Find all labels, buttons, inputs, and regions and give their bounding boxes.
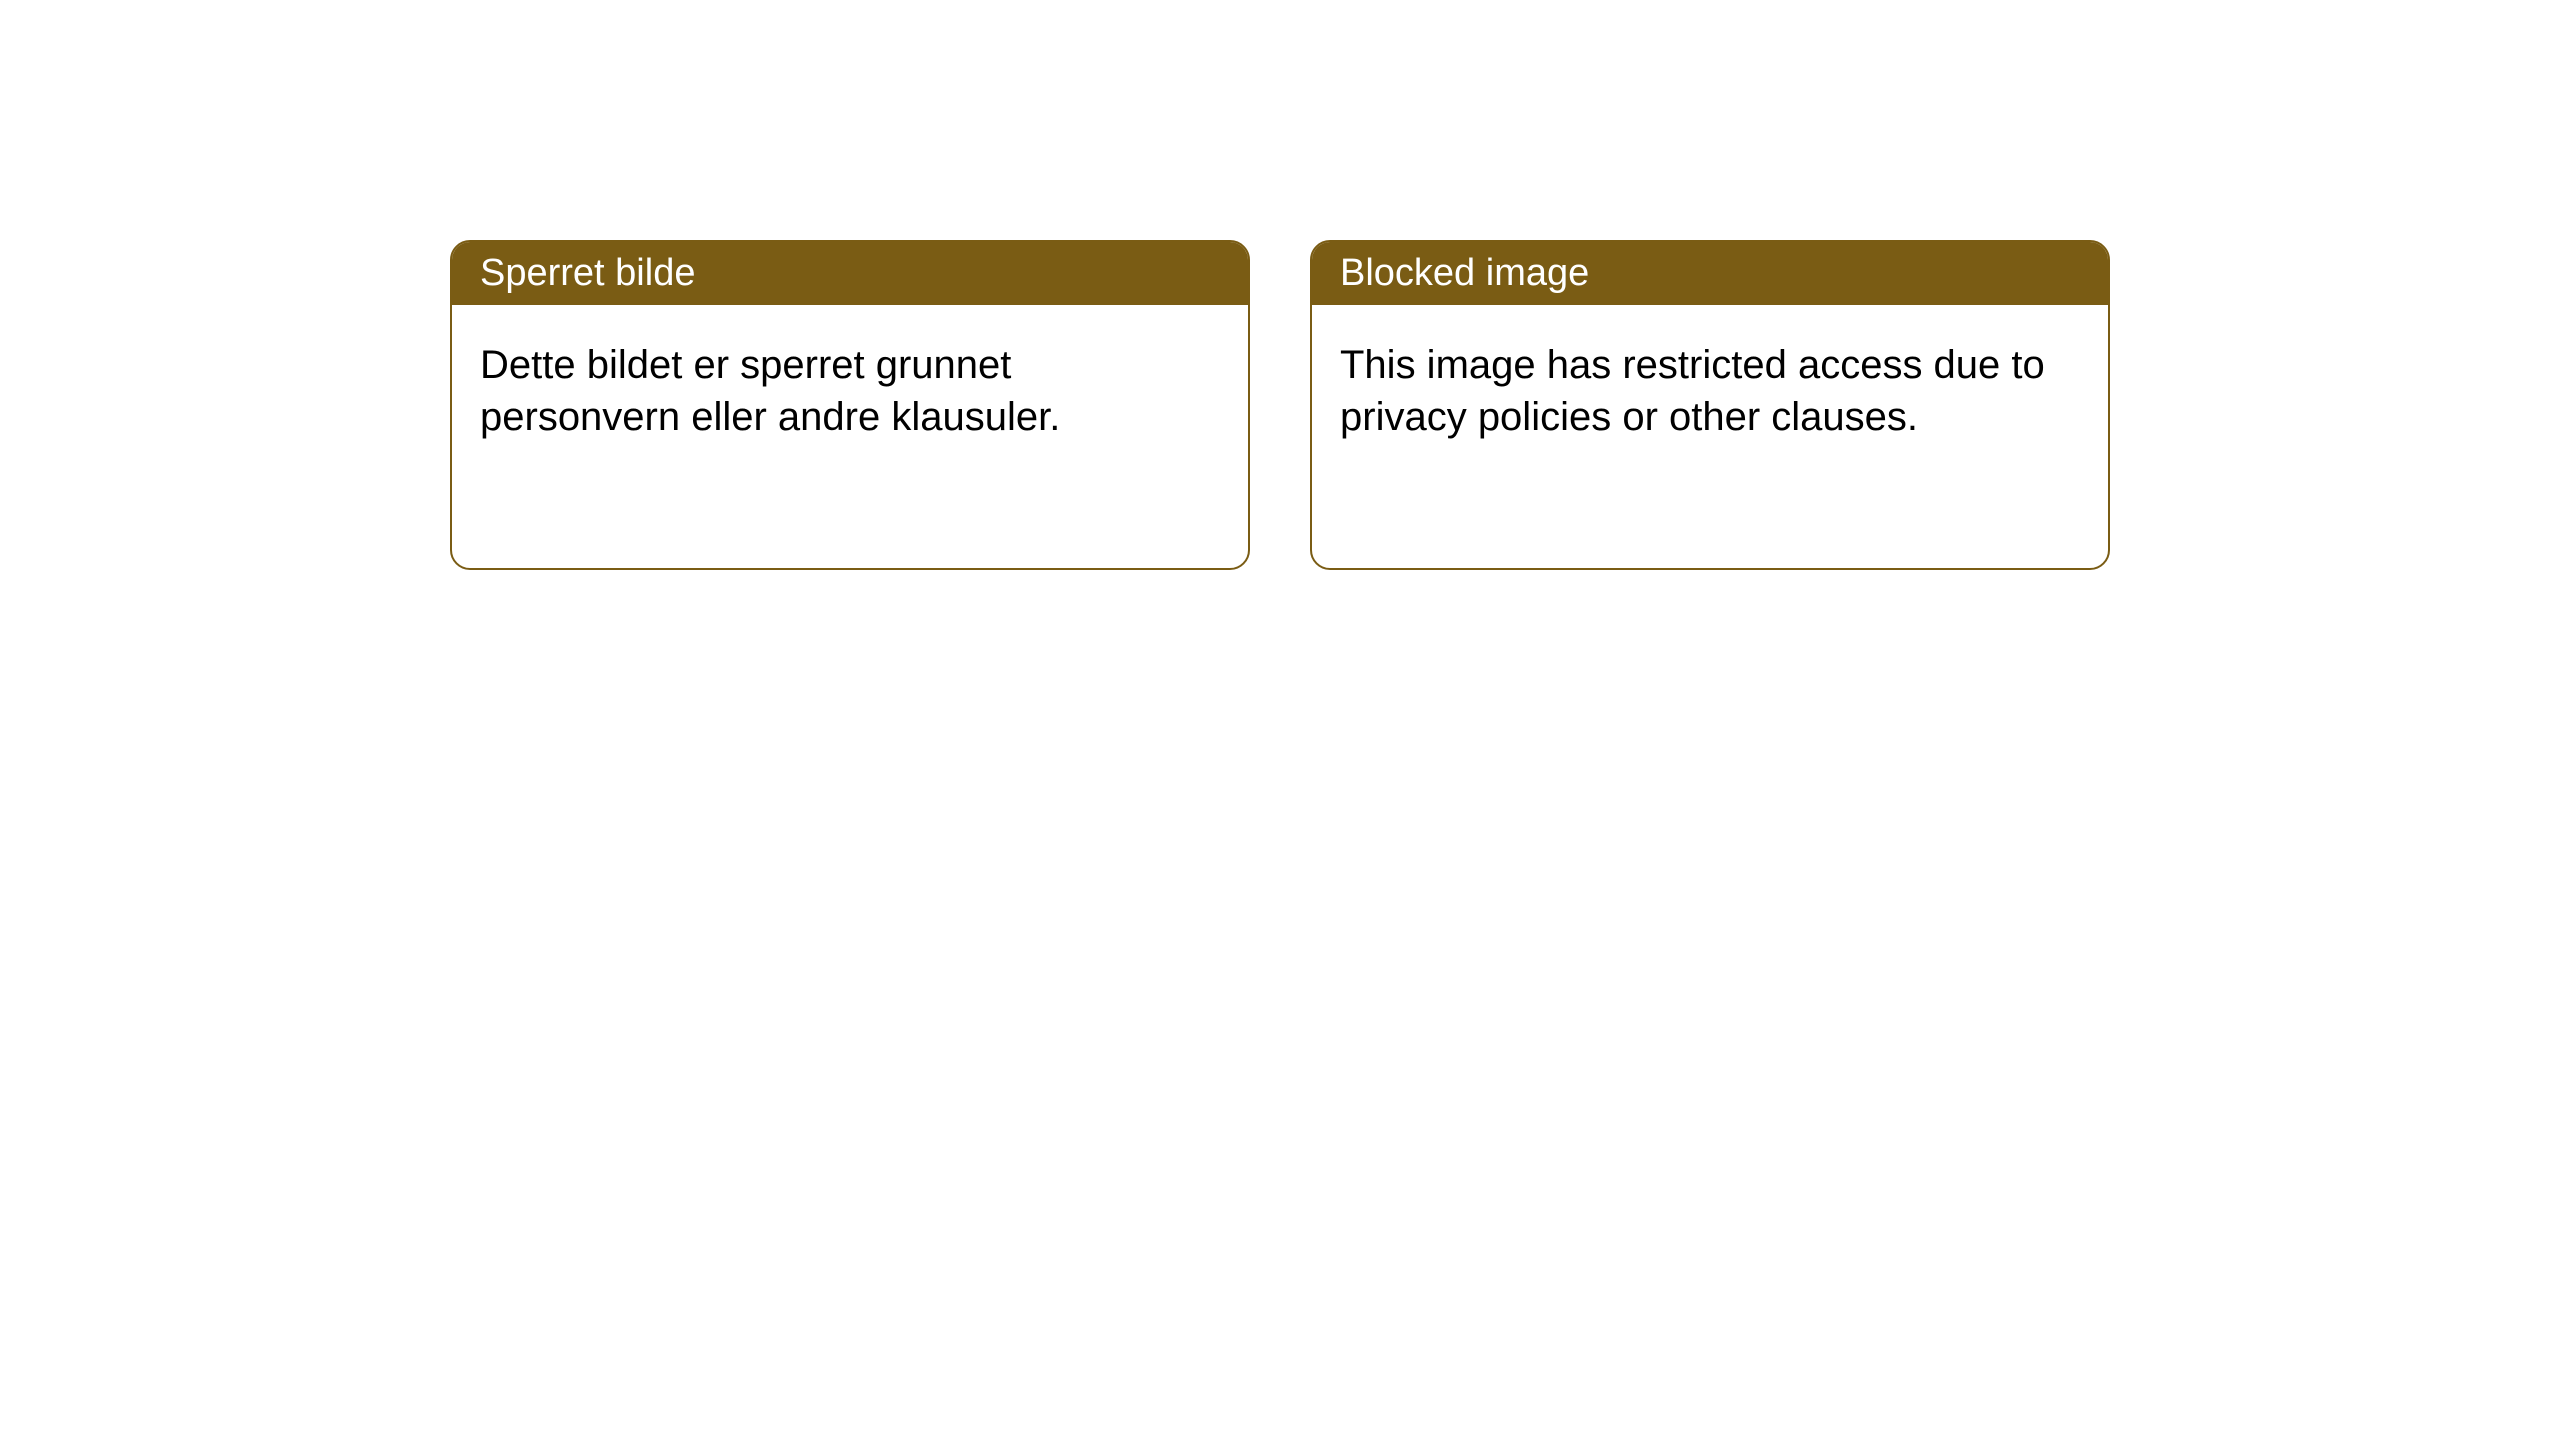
card-title-norwegian: Sperret bilde bbox=[480, 252, 695, 294]
card-header-english: Blocked image bbox=[1312, 242, 2108, 305]
card-text-english: This image has restricted access due to … bbox=[1340, 343, 2045, 439]
card-body-english: This image has restricted access due to … bbox=[1312, 305, 2108, 477]
cards-container: Sperret bilde Dette bildet er sperret gr… bbox=[450, 240, 2110, 570]
card-header-norwegian: Sperret bilde bbox=[452, 242, 1248, 305]
card-english: Blocked image This image has restricted … bbox=[1310, 240, 2110, 570]
card-body-norwegian: Dette bildet er sperret grunnet personve… bbox=[452, 305, 1248, 477]
card-norwegian: Sperret bilde Dette bildet er sperret gr… bbox=[450, 240, 1250, 570]
card-text-norwegian: Dette bildet er sperret grunnet personve… bbox=[480, 343, 1060, 439]
card-title-english: Blocked image bbox=[1340, 252, 1589, 294]
